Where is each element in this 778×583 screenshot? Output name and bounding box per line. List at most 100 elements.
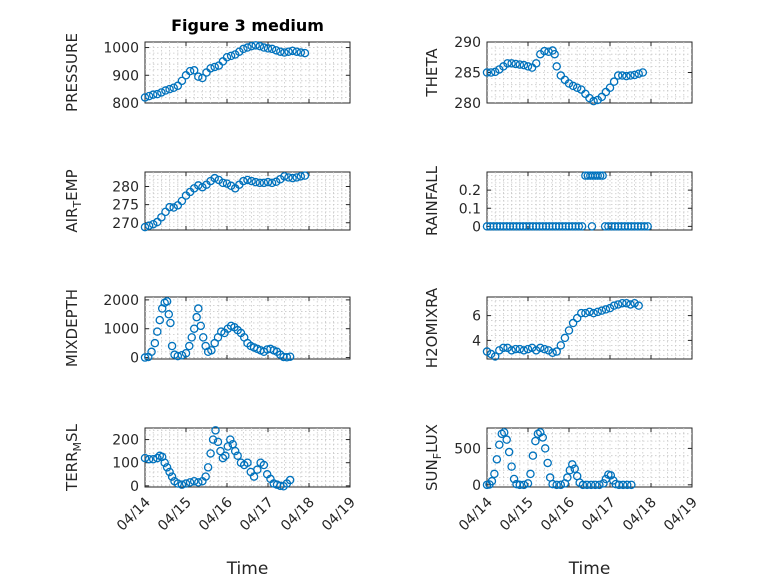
data-point (606, 471, 616, 480)
data-point (144, 221, 154, 230)
data-point (502, 435, 511, 444)
plot-area-pressure (144, 41, 351, 104)
data-point (564, 79, 574, 88)
data-point (482, 347, 492, 356)
data-point (581, 308, 590, 318)
data-point (162, 297, 172, 306)
data-point (552, 347, 561, 356)
x-tick-label: 04/17 (579, 495, 619, 535)
data-point (140, 453, 150, 463)
data-point (203, 463, 213, 472)
data-point (144, 454, 154, 464)
data-point (221, 451, 230, 461)
subplot-sun-flux: 0 500 04/14 04/15 04/16 04/17 04/18 04/19 SUNFLU… (423, 424, 701, 579)
y-tick-label: 0.2 (459, 183, 481, 199)
data-point (207, 346, 216, 355)
data-point (253, 465, 262, 474)
y-axis-label-pressure: PRESSURE (63, 33, 81, 112)
data-point (263, 177, 273, 187)
data-point (540, 344, 549, 354)
data-point (578, 480, 588, 490)
data-point (609, 77, 619, 86)
data-point (243, 43, 252, 52)
data-point (568, 460, 577, 469)
x-tick-label: 04/15 (497, 495, 537, 535)
data-point (177, 76, 187, 86)
data-point (560, 333, 570, 343)
y-axis-label-sun-flux: SUNFLUX (423, 424, 444, 491)
subplot-terr-msl: 0 100 200 04/14 04/15 04/16 04/17 04/18 04/19 TER… (63, 423, 359, 579)
y-axis-label-rainfall: RAINFALL (423, 165, 441, 236)
x-tick-label: 04/14 (456, 494, 496, 534)
y-tick-label: 1000 (103, 41, 139, 57)
y-tick-label: 0 (130, 351, 139, 367)
data-point (540, 46, 549, 56)
x-axis-label: Time (226, 559, 269, 579)
data-point (255, 178, 265, 188)
data-point (194, 304, 203, 313)
data-point (210, 173, 219, 183)
data-point (288, 46, 297, 56)
data-point (218, 178, 228, 188)
data-point (531, 346, 541, 355)
data-point (574, 222, 584, 231)
data-point (140, 353, 150, 362)
y-tick-label: 285 (454, 66, 481, 82)
y-tick-label: 280 (112, 180, 139, 196)
data-point (194, 478, 203, 487)
data-point (288, 173, 297, 183)
data-point (568, 318, 578, 328)
y-axis-label-mixdepth: MIXDEPTH (63, 289, 81, 367)
data-point (634, 69, 643, 78)
data-point (622, 298, 631, 308)
data-point (544, 346, 553, 355)
data-point (564, 326, 574, 335)
data-point (589, 96, 598, 106)
data-point (282, 353, 292, 362)
data-point (243, 175, 252, 185)
data-point (222, 179, 232, 188)
data-point (251, 177, 260, 187)
data-point (490, 352, 500, 361)
y-tick-label: 275 (112, 198, 139, 214)
data-point (593, 307, 602, 317)
data-point (243, 458, 252, 467)
data-point (226, 51, 236, 61)
y-axis-label-h2omixra: H2OMIXRA (423, 287, 441, 368)
subplot-pressure: 800 900 1000 PRESSURE Figure 3 medium (63, 16, 351, 112)
data-point (296, 172, 306, 181)
subplot-mixdepth: 0 1000 2000 MIXDEPTH (63, 289, 351, 367)
data-point (153, 89, 162, 99)
data-point (177, 351, 187, 360)
y-tick-label: 0 (472, 219, 481, 235)
data-point (285, 475, 295, 485)
data-point (515, 344, 525, 354)
data-point (531, 436, 540, 446)
data-point (140, 222, 150, 232)
subplot-rainfall: 0 0.1 0.2 RAINFALL (423, 165, 693, 236)
data-point (597, 306, 607, 315)
data-point (300, 48, 310, 58)
x-tick-label: 04/17 (237, 495, 277, 535)
data-point (548, 348, 557, 358)
data-point (259, 460, 269, 470)
data-point (255, 41, 265, 51)
data-point (198, 333, 208, 342)
y-tick-label: 200 (112, 433, 139, 449)
y-tick-label: 280 (454, 96, 481, 112)
data-point (166, 318, 175, 328)
data-point (167, 341, 177, 351)
data-point (284, 173, 293, 182)
plot-area-h2omixra (486, 296, 693, 360)
plot-area-sun-flux (486, 427, 693, 488)
data-point (568, 81, 578, 91)
subplot-air-temp: 270 275 280 AIRTEMP (63, 169, 351, 233)
data-point (550, 49, 559, 59)
data-point (586, 480, 596, 490)
data-point (601, 305, 611, 314)
data-point (507, 462, 516, 471)
data-point (296, 48, 306, 57)
plot-area-terr-msl (144, 427, 351, 488)
data-point (605, 83, 615, 93)
